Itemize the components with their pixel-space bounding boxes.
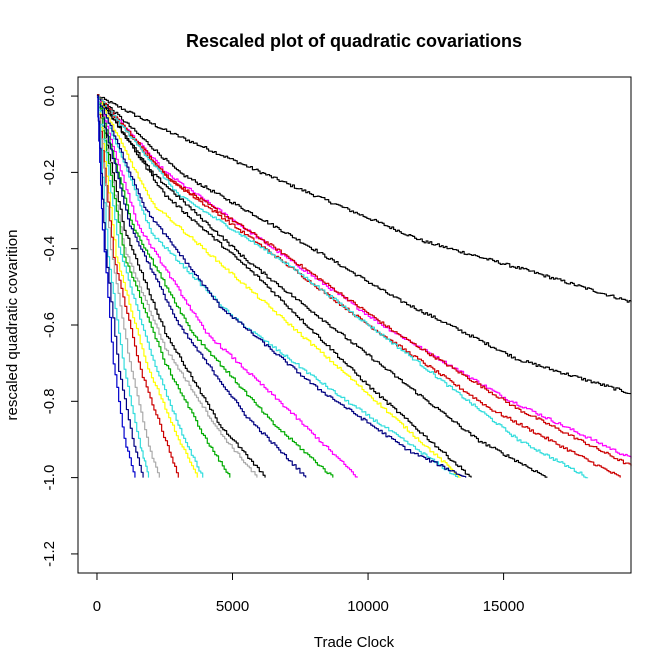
y-tick-label: 0.0 [41, 86, 58, 107]
x-axis-label: Trade Clock [314, 634, 395, 651]
series-line-path-06 [96, 96, 589, 479]
series-line-path-20 [96, 94, 179, 478]
y-tick-label: -0.2 [41, 159, 58, 185]
series-line-path-05 [96, 96, 621, 478]
y-tick-label: -0.6 [41, 312, 58, 338]
series-line-path-14 [96, 95, 307, 478]
series-line-path-17 [96, 95, 231, 478]
y-tick-label: -1.2 [41, 541, 58, 567]
plot-frame [77, 76, 632, 574]
y-axis-label: rescaled quadratic covarition [4, 230, 21, 421]
series-line-path-04 [96, 96, 632, 467]
x-tick-label: 0 [93, 598, 101, 615]
series-line-path-03 [96, 94, 632, 459]
series-line-path-01 [96, 95, 632, 303]
series-line-path-10 [96, 94, 459, 478]
series-layer [96, 94, 632, 479]
series-line-path-11 [96, 96, 467, 478]
series-line-path-08 [96, 94, 472, 478]
series-line-path-19 [96, 96, 198, 478]
series-line-path-09 [96, 95, 461, 478]
y-tick-label: -0.8 [41, 388, 58, 414]
x-tick-label: 15000 [483, 598, 525, 615]
series-line-path-24 [96, 96, 136, 478]
series-line-path-02 [96, 95, 632, 395]
series-line-path-22 [96, 96, 150, 478]
series-line-path-07 [96, 95, 548, 478]
series-line-path-15 [96, 94, 266, 478]
x-tick-label: 5000 [216, 598, 249, 615]
series-line-path-21 [96, 96, 160, 478]
x-tick-label: 10000 [347, 598, 389, 615]
y-tick-label: -1.0 [41, 465, 58, 491]
series-line-path-23 [96, 94, 144, 478]
series-line-path-13 [96, 94, 334, 478]
chart-title: Rescaled plot of quadratic covariations [186, 31, 522, 51]
series-line-path-12 [96, 96, 358, 478]
y-tick-label: -0.4 [41, 236, 58, 262]
series-line-path-18 [96, 96, 204, 478]
